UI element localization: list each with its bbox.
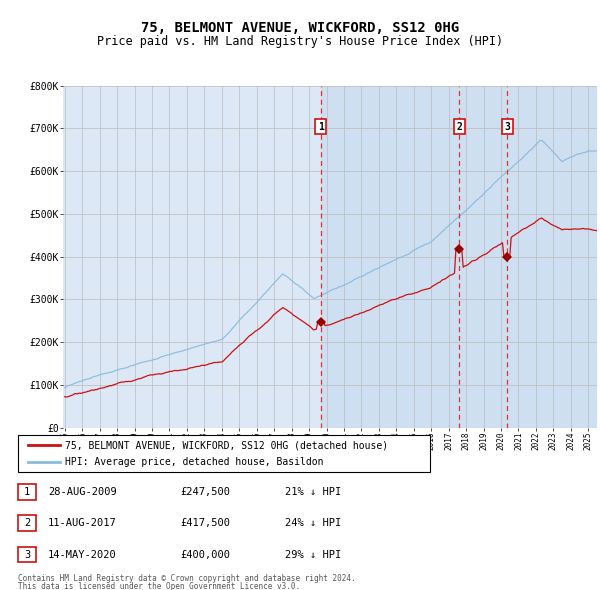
Bar xyxy=(18,435,430,472)
Text: 1: 1 xyxy=(24,487,30,497)
Text: 2: 2 xyxy=(24,518,30,528)
Bar xyxy=(18,484,36,500)
Text: HPI: Average price, detached house, Basildon: HPI: Average price, detached house, Basi… xyxy=(65,457,323,467)
Text: 29% ↓ HPI: 29% ↓ HPI xyxy=(285,550,341,559)
Text: Contains HM Land Registry data © Crown copyright and database right 2024.: Contains HM Land Registry data © Crown c… xyxy=(18,573,356,583)
Text: This data is licensed under the Open Government Licence v3.0.: This data is licensed under the Open Gov… xyxy=(18,582,300,590)
Bar xyxy=(18,515,36,531)
Text: 3: 3 xyxy=(24,550,30,559)
Bar xyxy=(18,547,36,562)
Text: Price paid vs. HM Land Registry's House Price Index (HPI): Price paid vs. HM Land Registry's House … xyxy=(97,35,503,48)
Text: 11-AUG-2017: 11-AUG-2017 xyxy=(48,518,117,528)
Text: 24% ↓ HPI: 24% ↓ HPI xyxy=(285,518,341,528)
Text: 3: 3 xyxy=(505,122,511,132)
Text: £400,000: £400,000 xyxy=(180,550,230,559)
Text: 28-AUG-2009: 28-AUG-2009 xyxy=(48,487,117,497)
Text: 2: 2 xyxy=(457,122,462,132)
Text: 75, BELMONT AVENUE, WICKFORD, SS12 0HG: 75, BELMONT AVENUE, WICKFORD, SS12 0HG xyxy=(141,21,459,35)
Text: 21% ↓ HPI: 21% ↓ HPI xyxy=(285,487,341,497)
Text: £417,500: £417,500 xyxy=(180,518,230,528)
Bar xyxy=(320,86,597,428)
Text: 75, BELMONT AVENUE, WICKFORD, SS12 0HG (detached house): 75, BELMONT AVENUE, WICKFORD, SS12 0HG (… xyxy=(65,440,388,450)
Text: £247,500: £247,500 xyxy=(180,487,230,497)
Text: 1: 1 xyxy=(317,122,323,132)
Text: 14-MAY-2020: 14-MAY-2020 xyxy=(48,550,117,559)
